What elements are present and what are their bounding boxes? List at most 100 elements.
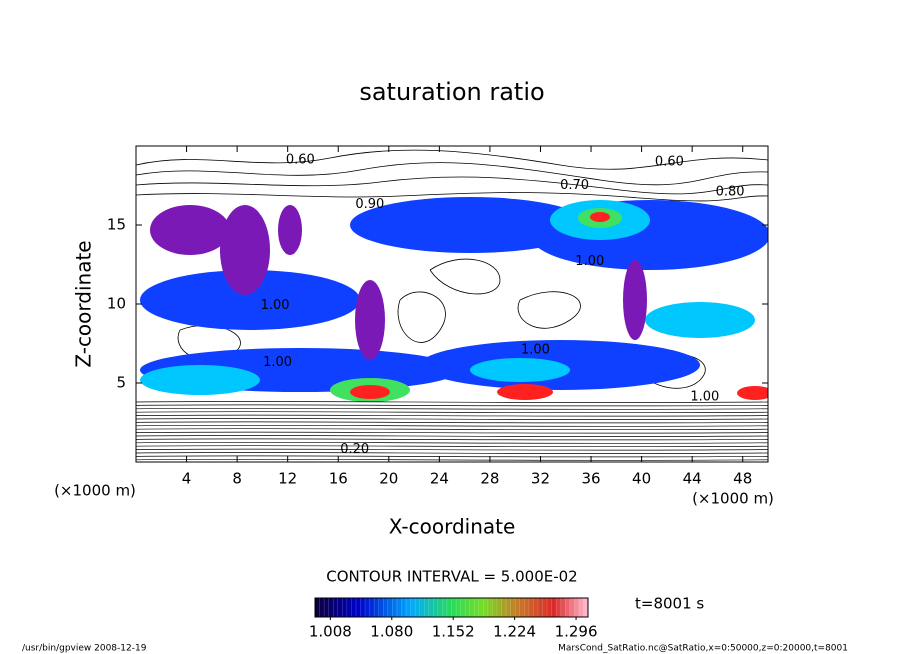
colorbar-cell	[501, 598, 507, 617]
contour-label: 0.20	[340, 442, 369, 457]
colorbar-cell	[446, 598, 452, 617]
colorbar-cell	[574, 598, 580, 617]
colorbar-cell	[324, 598, 330, 617]
colorbar-cell	[401, 598, 407, 617]
colorbar-cell	[456, 598, 462, 617]
x-unit: (×1000 m)	[692, 490, 774, 508]
y-tick-label: 15	[107, 216, 126, 234]
colorbar-cell	[506, 598, 512, 617]
colorbar-cell	[478, 598, 484, 617]
colorbar-cell	[551, 598, 557, 617]
contour-line	[136, 452, 768, 454]
x-tick-label: 16	[329, 470, 348, 488]
contour-label: 0.60	[286, 153, 315, 168]
colorbar-cell	[583, 598, 589, 617]
colorbar-cell	[542, 598, 548, 617]
footer-left: /usr/bin/gpview 2008-12-19	[22, 644, 147, 654]
color-blobs	[140, 197, 768, 402]
colorbar-cell	[492, 598, 498, 617]
contour-line	[136, 418, 768, 420]
colorbar-cell	[351, 598, 357, 617]
colorbar-tick-label: 1.008	[309, 623, 352, 641]
contour-line	[136, 404, 768, 407]
time-label: t=8001 s	[635, 595, 704, 613]
colorbar-cell	[428, 598, 434, 617]
contour-lines	[136, 149, 768, 389]
colorbar-cell	[315, 598, 321, 617]
contour-label: 0.80	[716, 184, 745, 199]
y-tick-label: 5	[116, 374, 126, 392]
x-tick-label: 28	[480, 470, 499, 488]
colorbar-cell	[533, 598, 539, 617]
colorbar-cell	[524, 598, 530, 617]
x-tick-label: 44	[683, 470, 702, 488]
colorbar-cell	[465, 598, 471, 617]
x-tick-label: 32	[531, 470, 550, 488]
contour-label: 1.00	[263, 355, 292, 370]
contour-line	[136, 458, 768, 461]
colorbar-cell	[328, 598, 334, 617]
contour-line	[136, 438, 768, 441]
colorbar-cell	[319, 598, 325, 617]
x-tick-label: 36	[581, 470, 600, 488]
colorbar-cell	[569, 598, 575, 617]
contour-line	[136, 401, 768, 403]
contour-line	[136, 435, 768, 437]
colorbar-cell	[365, 598, 371, 617]
contour-label: 0.70	[560, 178, 589, 193]
chart-title: saturation ratio	[359, 78, 544, 106]
contour-line	[136, 407, 768, 410]
colorbar-cell	[333, 598, 339, 617]
colorbar-cell	[460, 598, 466, 617]
contour-line	[136, 448, 768, 451]
contour-line	[136, 455, 768, 458]
x-tick-label: 12	[278, 470, 297, 488]
contour-line	[136, 411, 768, 414]
colorbar-cell	[346, 598, 352, 617]
colorbar-cell	[406, 598, 412, 617]
colorbar-cell	[419, 598, 425, 617]
colorbar-cell	[556, 598, 562, 617]
contour-line	[136, 421, 768, 424]
colorbar-cell	[487, 598, 493, 617]
colorbar-cell	[547, 598, 553, 617]
y-tick-label: 10	[107, 295, 126, 313]
colorbar-tick-label: 1.080	[370, 623, 413, 641]
colorbar-cell	[369, 598, 375, 617]
contour-label: 0.90	[355, 197, 384, 212]
contour-line	[136, 414, 768, 417]
contour-line	[136, 428, 768, 431]
colorbar-cell	[387, 598, 393, 617]
contour-lines	[136, 401, 768, 461]
colorbar-cell	[337, 598, 343, 617]
y-unit: (×1000 m)	[54, 482, 136, 500]
colorbar-cell	[424, 598, 430, 617]
colorbar-cell	[519, 598, 525, 617]
contour-label: 0.60	[655, 154, 684, 169]
colorbar-cell	[378, 598, 384, 617]
y-axis-title: Z-coordinate	[72, 240, 96, 367]
colorbar-cell	[537, 598, 543, 617]
colorbar-tick-label: 1.296	[555, 623, 598, 641]
colorbar-cell	[383, 598, 389, 617]
colorbar-cell	[565, 598, 571, 617]
colorbar-cell	[437, 598, 443, 617]
x-tick-label: 20	[379, 470, 398, 488]
colorbar-cell	[510, 598, 516, 617]
field	[136, 149, 768, 461]
colorbar-cell	[451, 598, 457, 617]
colorbar-cell	[342, 598, 348, 617]
x-tick-label: 48	[733, 470, 752, 488]
colorbar-cell	[433, 598, 439, 617]
x-tick-label: 4	[182, 470, 192, 488]
colorbar-cell	[442, 598, 448, 617]
contour-label: 1.00	[261, 298, 290, 313]
colorbar-cell	[392, 598, 398, 617]
colorbar-cell	[528, 598, 534, 617]
colorbar-cell	[469, 598, 475, 617]
footer-right: MarsCond_SatRatio.nc@SatRatio,x=0:50000,…	[558, 644, 848, 654]
x-tick-label: 8	[232, 470, 242, 488]
colorbar-cell	[360, 598, 366, 617]
contour-label: 1.00	[521, 342, 550, 357]
